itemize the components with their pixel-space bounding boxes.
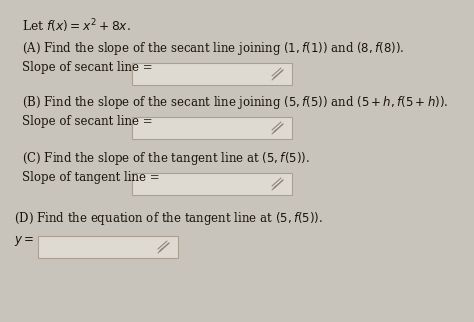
Bar: [38, 236, 178, 258]
Text: (B) Find the slope of the secant line joining $(5, f(5))$ and $(5 + h, f(5 + h)): (B) Find the slope of the secant line jo…: [22, 94, 448, 111]
Bar: [132, 173, 292, 195]
Bar: [132, 117, 292, 139]
Text: Slope of tangent line =: Slope of tangent line =: [22, 171, 160, 184]
Text: Slope of secant line =: Slope of secant line =: [22, 115, 153, 128]
Text: $y =$: $y =$: [14, 234, 34, 248]
Text: Slope of secant line =: Slope of secant line =: [22, 61, 153, 74]
Text: (A) Find the slope of the secant line joining $(1, f(1))$ and $(8, f(8))$.: (A) Find the slope of the secant line jo…: [22, 40, 404, 57]
Bar: [132, 63, 292, 85]
Text: (D) Find the equation of the tangent line at $(5, f(5))$.: (D) Find the equation of the tangent lin…: [14, 210, 323, 227]
Text: Let $f(x) = x^2 + 8x$.: Let $f(x) = x^2 + 8x$.: [22, 17, 131, 34]
Text: (C) Find the slope of the tangent line at $(5, f(5))$.: (C) Find the slope of the tangent line a…: [22, 150, 310, 167]
